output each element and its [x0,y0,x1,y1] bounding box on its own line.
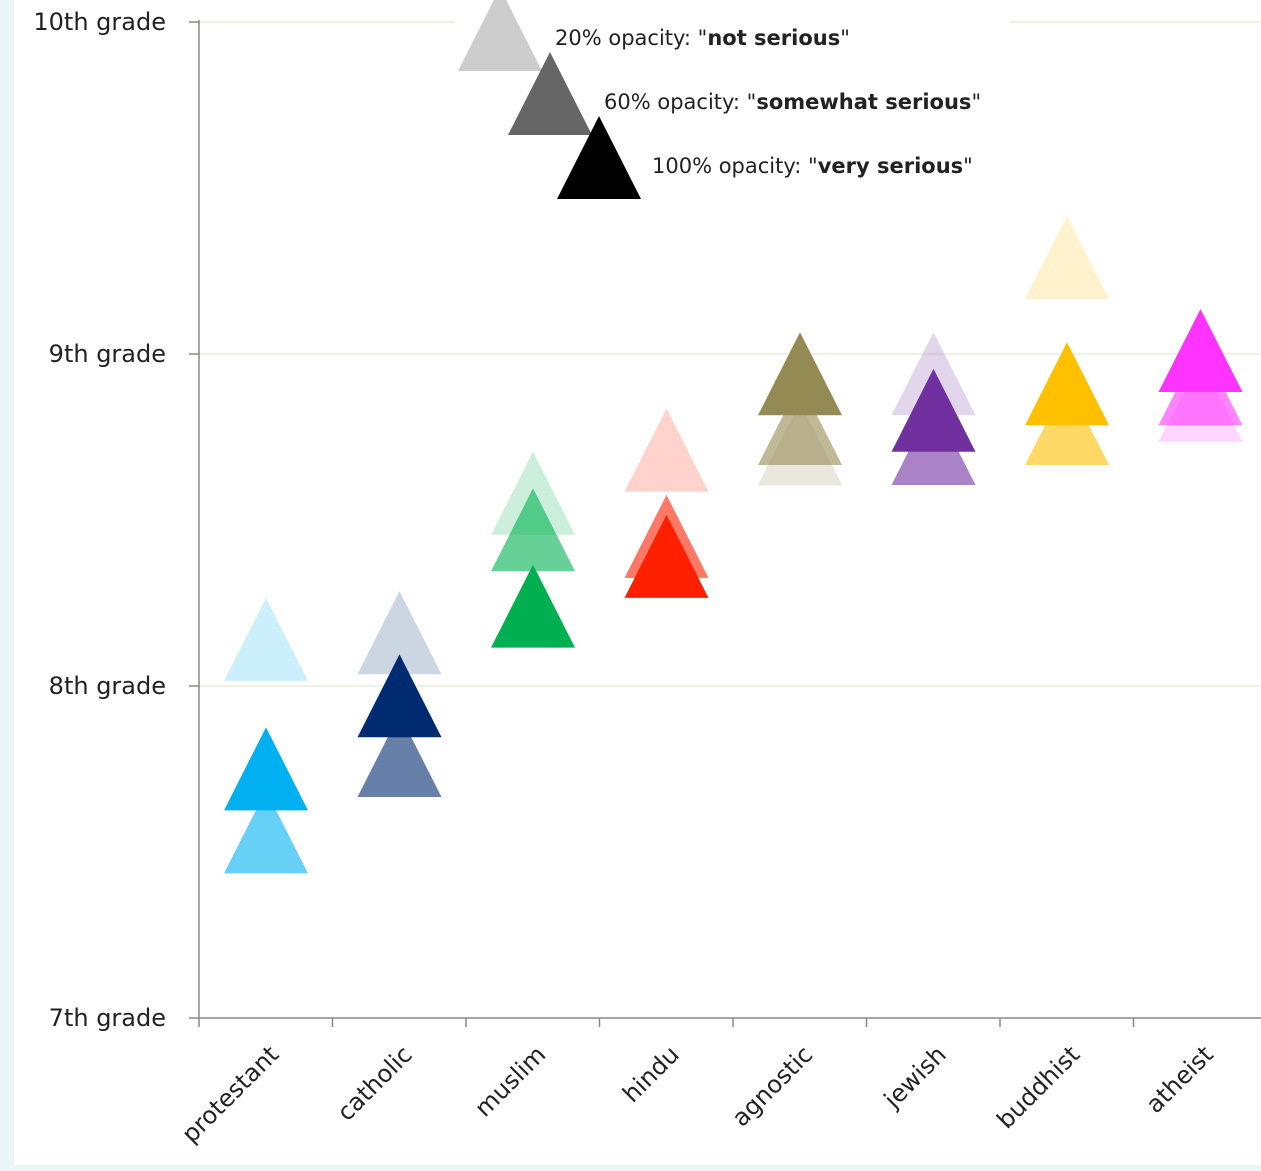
legend-label-bold: not serious [707,26,840,50]
data-point-protestant [224,790,308,874]
data-point-protestant [224,727,308,811]
data-point-protestant [224,597,308,681]
legend-marker [508,52,592,135]
data-point-jewish [891,368,976,452]
data-marks [224,216,1243,874]
legend-label-bold: somewhat serious [756,90,971,114]
data-point-buddhist [1025,342,1109,426]
data-point-atheist [1158,309,1243,392]
y-tick-label: 7th grade [49,1004,166,1032]
legend-label-suffix: " [840,26,850,50]
y-tick-label: 10th grade [33,8,166,36]
legend-label-prefix: 60% opacity: " [604,90,756,114]
legend-label: 20% opacity: "not serious" [555,26,850,50]
legend-marker [557,116,641,199]
legend-label-prefix: 100% opacity: " [652,154,818,178]
data-point-hindu [624,408,709,492]
data-point-agnostic [758,382,842,466]
data-point-hindu [624,514,709,598]
data-point-catholic [357,654,442,738]
legend-label-prefix: 20% opacity: " [555,26,707,50]
data-point-agnostic [758,332,842,416]
y-tick-label: 9th grade [49,340,166,368]
legend-label-suffix: " [963,154,973,178]
y-tick-label: 8th grade [49,672,166,700]
legend: 20% opacity: "not serious"60% opacity: "… [455,0,1010,199]
legend-label: 60% opacity: "somewhat serious" [604,90,981,114]
data-point-muslim [491,488,575,572]
data-point-muslim [491,564,575,648]
legend-label-suffix: " [971,90,981,114]
legend-label: 100% opacity: "very serious" [652,154,973,178]
data-point-buddhist [1025,216,1109,300]
legend-marker [458,0,542,71]
data-point-catholic [357,714,442,798]
data-point-catholic [357,591,442,675]
legend-label-bold: very serious [818,154,963,178]
